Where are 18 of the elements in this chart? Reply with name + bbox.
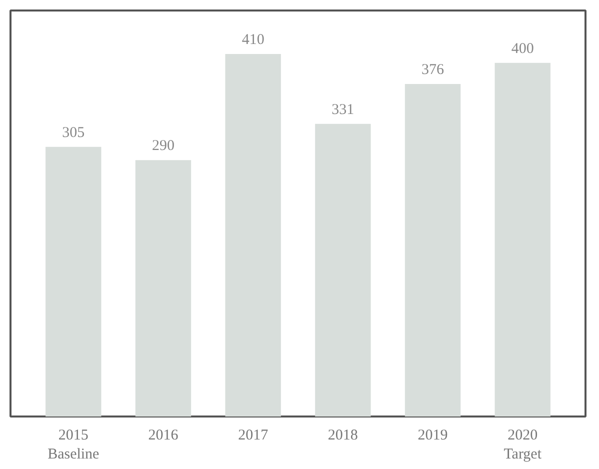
bar [494, 62, 550, 416]
bar [225, 54, 281, 416]
x-tick-label: 2020 Target [504, 428, 542, 463]
x-tick-label: 2017 [238, 428, 269, 444]
data-label: 290 [152, 138, 174, 154]
x-tick-label: 2016 [148, 428, 179, 444]
data-label: 305 [62, 124, 85, 141]
x-tick-label: 2018 [328, 428, 358, 444]
data-label: 331 [332, 102, 354, 118]
bar [404, 84, 461, 416]
data-label: 410 [242, 32, 264, 48]
x-tick-label: 2019 [418, 428, 448, 444]
data-label: 400 [511, 40, 534, 57]
data-label: 376 [422, 62, 445, 78]
x-tick-label: 2015 Baseline [48, 428, 100, 463]
bar [135, 160, 192, 416]
bar [315, 124, 371, 416]
bar [46, 146, 102, 416]
